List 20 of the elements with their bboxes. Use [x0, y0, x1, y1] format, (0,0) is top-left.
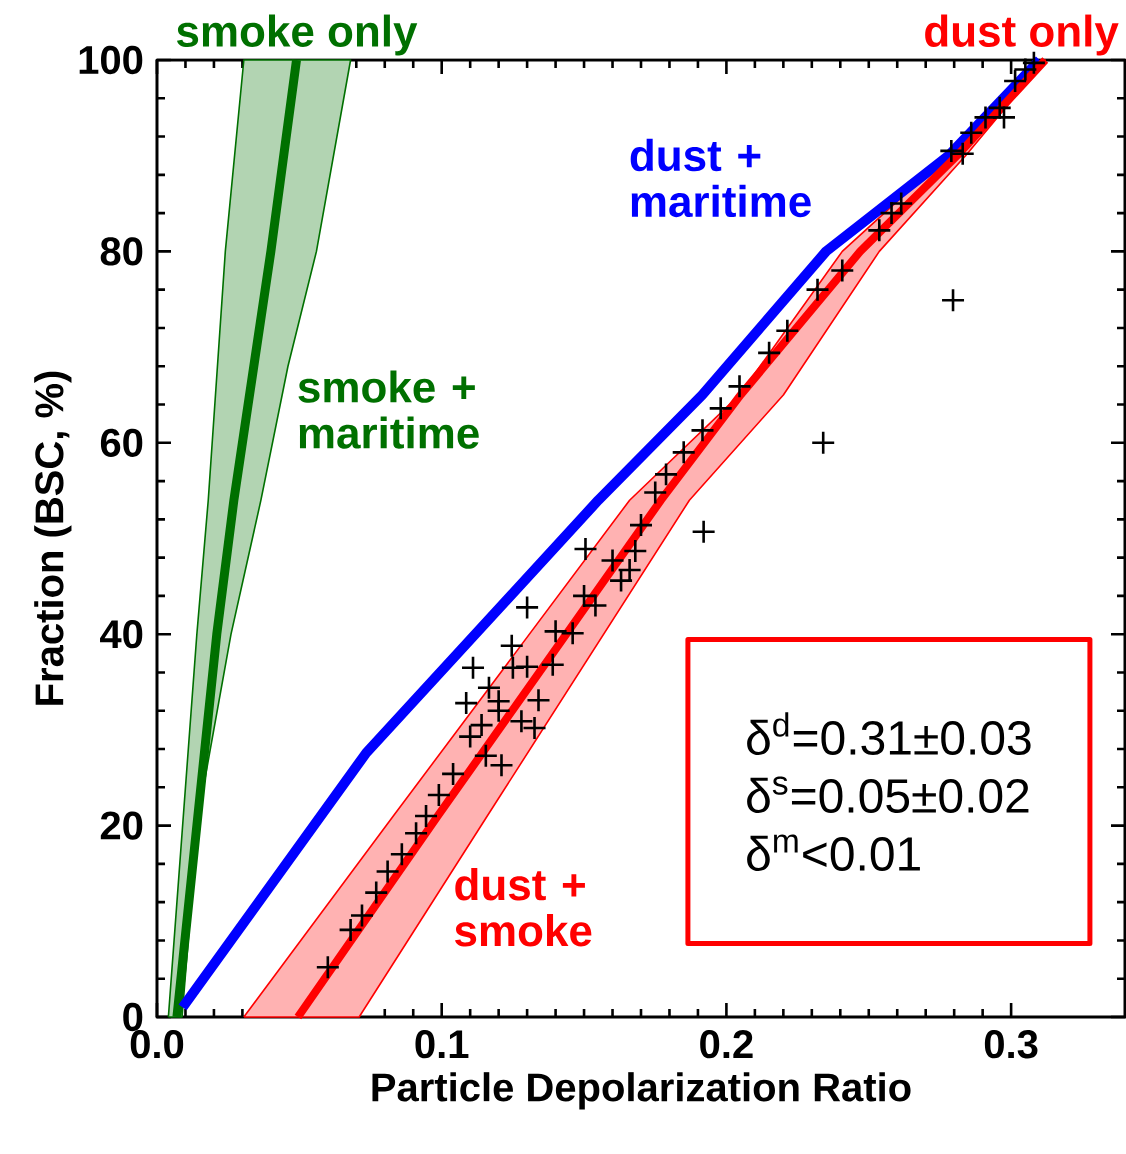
x-tick-label: 0.0 [130, 1030, 184, 1059]
x-tick-label: 0.1 [415, 1030, 469, 1059]
y-tick-label: 0 [123, 1002, 143, 1032]
y-tick-label: 80 [100, 237, 143, 266]
series-label: dust + maritime [630, 138, 811, 218]
annotation: δ$^{m}$<0.01 [747, 834, 920, 872]
y-axis-title: Fraction (BSC, %) [34, 371, 72, 705]
x-axis-title: Particle Depolarization Ratio [372, 1072, 911, 1110]
annotation: δ$^{d}$=0.31±0.03 [747, 712, 1031, 755]
y-tick-label: 60 [100, 428, 143, 457]
y-tick-label: 40 [100, 620, 143, 649]
series-label: dust + smoke [455, 868, 592, 947]
x-tick-label: 0.3 [984, 1030, 1038, 1059]
series-label: smoke + maritime [298, 370, 479, 449]
annotation: dust only [925, 14, 1119, 56]
annotation: smoke only [177, 14, 418, 56]
y-tick-label: 100 [79, 45, 143, 75]
y-tick-label: 20 [100, 811, 143, 840]
annotation: δ$^{s}$=0.05±0.02 [747, 776, 1029, 814]
x-tick-label: 0.2 [700, 1030, 753, 1059]
